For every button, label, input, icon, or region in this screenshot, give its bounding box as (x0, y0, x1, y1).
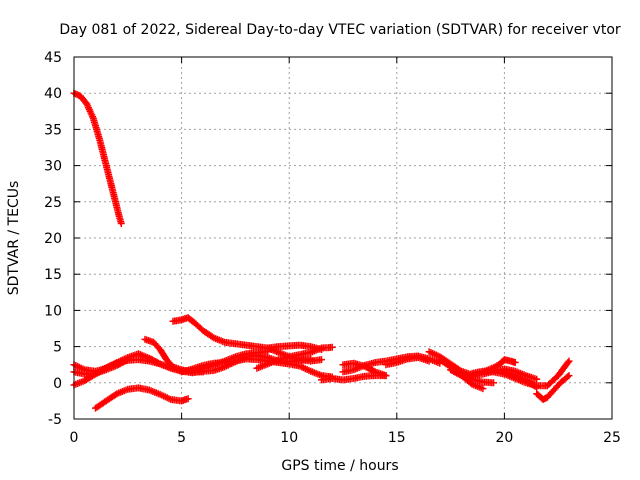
data-points (264, 341, 325, 353)
series-track-21 (500, 367, 541, 391)
data-points (533, 372, 573, 403)
series-track-5 (92, 384, 192, 412)
plot-frame (73, 56, 613, 420)
x-tick-label: 20 (495, 430, 513, 446)
series-track-15 (382, 354, 433, 369)
y-axis-label: SDTVAR / TECUs (6, 181, 22, 296)
data-points (500, 367, 541, 391)
x-axis-label: GPS time / hours (281, 458, 398, 474)
y-tick-label: 15 (44, 267, 62, 283)
x-tick-label: 10 (280, 430, 298, 446)
chart-title: Day 081 of 2022, Sidereal Day-to-day VTE… (59, 22, 621, 38)
y-tick-label: -5 (48, 412, 62, 428)
y-tick-label: 40 (44, 86, 62, 102)
y-tick-label: 35 (44, 122, 62, 138)
x-tick-label: 5 (177, 430, 186, 446)
y-tick-label: 5 (53, 340, 62, 356)
x-tick-label: 15 (388, 430, 406, 446)
x-tick-label: 0 (70, 430, 79, 446)
y-tick-label: 45 (44, 50, 62, 66)
y-tick-label: 20 (44, 231, 62, 247)
y-tick-label: 10 (44, 303, 62, 319)
series-track-11 (264, 341, 325, 353)
y-tick-label: 25 (44, 195, 62, 211)
data-points (382, 354, 433, 369)
series-track-18 (447, 366, 487, 393)
x-tick-label: 25 (603, 430, 621, 446)
series-track-22 (533, 372, 573, 403)
y-tick-label: 30 (44, 159, 62, 175)
y-tick-label: 0 (53, 376, 62, 392)
data-points (92, 384, 192, 412)
data-points (447, 366, 487, 393)
